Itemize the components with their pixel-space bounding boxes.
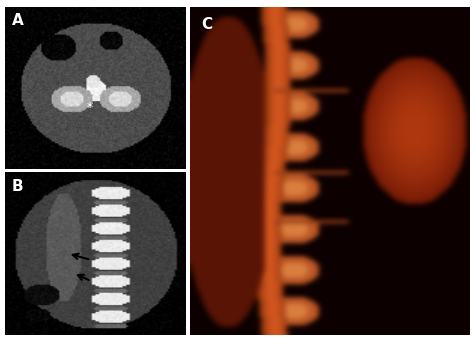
Text: *: * xyxy=(86,101,92,114)
Text: C: C xyxy=(201,17,212,31)
Text: A: A xyxy=(12,13,24,28)
Text: B: B xyxy=(12,179,24,194)
